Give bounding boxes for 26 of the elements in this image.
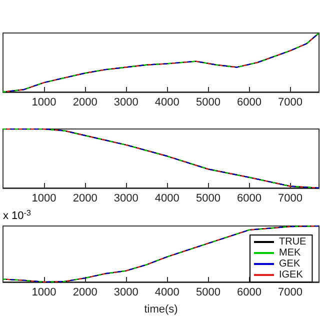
x-tick-label: 6000 [236, 286, 262, 298]
x-tick-label: 5000 [196, 192, 220, 204]
x-tick-label: 1000 [32, 96, 56, 108]
legend-label: GEK [279, 258, 300, 270]
x-tick-label: 7000 [278, 286, 303, 298]
x-tick-label: 7000 [278, 96, 303, 108]
x-tick-label: 2000 [72, 192, 98, 204]
x-tick-label: 6000 [236, 192, 262, 204]
x-tick-label: 3000 [114, 286, 138, 298]
legend-label: IGEK [279, 270, 304, 280]
legend-label: MEK [279, 248, 301, 258]
x-tick-label: 1000 [32, 286, 56, 298]
x-tick-label: 3000 [114, 96, 138, 108]
x-tick-label: 6000 [236, 96, 262, 108]
legend-label: TRUE [279, 236, 307, 248]
x-tick-label: 4000 [154, 286, 180, 298]
x-tick-label: 4000 [154, 96, 180, 108]
x-tick-label: 7000 [278, 192, 303, 204]
x-tick-label: 2000 [72, 96, 98, 108]
x-tick-label: 5000 [196, 96, 220, 108]
x-tick-label: 1000 [32, 192, 56, 204]
x-tick-label: 5000 [196, 286, 220, 298]
x-tick-label: 3000 [114, 192, 138, 204]
x-tick-label: 2000 [72, 286, 98, 298]
x-axis-title: time(s) [144, 304, 178, 316]
x-tick-label: 4000 [154, 192, 180, 204]
